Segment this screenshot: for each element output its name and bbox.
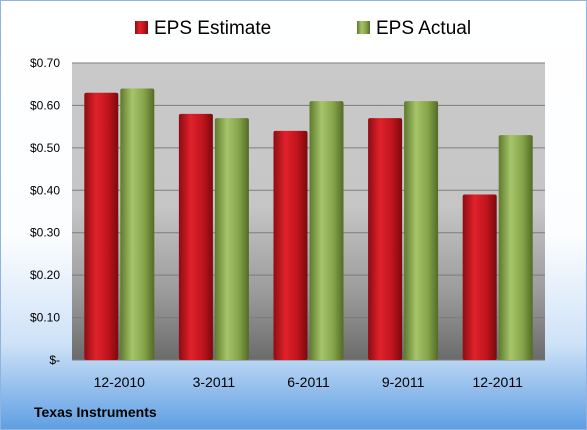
bar-eps-estimate: [178, 113, 213, 361]
y-tick-label: $-: [49, 353, 60, 367]
bar-eps-estimate: [368, 118, 403, 361]
bar-eps-actual: [498, 135, 533, 360]
y-tick-label: $0.50: [30, 141, 60, 155]
bars: [84, 88, 533, 361]
x-axis-ticks: 12-2010 3-2011 6-2011 9-2011 12-2011: [94, 374, 523, 390]
bar-eps-actual: [120, 88, 155, 360]
y-tick-label: $0.30: [30, 226, 60, 240]
y-tick-label: $0.60: [30, 98, 60, 112]
y-tick-label: $0.70: [30, 56, 60, 70]
company-name: Texas Instruments: [34, 404, 157, 420]
x-tick-label: 12-2011: [473, 374, 524, 390]
bar-eps-estimate: [273, 130, 308, 360]
y-tick-label: $0.40: [30, 183, 60, 197]
bar-eps-actual: [404, 101, 439, 360]
legend-label-estimate: EPS Estimate: [154, 18, 271, 39]
bar-eps-estimate: [462, 194, 497, 360]
legend-swatch-estimate: [135, 21, 148, 34]
x-tick-label: 9-2011: [382, 374, 425, 390]
y-tick-label: $0.20: [30, 268, 60, 282]
y-axis-ticks: $- $0.10 $0.20 $0.30 $0.40 $0.50 $0.60 $0.70: [30, 56, 60, 367]
x-tick-label: 3-2011: [193, 374, 236, 390]
legend: EPS Estimate EPS Actual: [135, 18, 471, 39]
bar-eps-actual: [309, 101, 344, 360]
y-tick-label: $0.10: [30, 311, 60, 325]
bar-eps-estimate: [84, 92, 119, 360]
legend-label-actual: EPS Actual: [376, 18, 471, 39]
bar-eps-actual: [214, 118, 249, 361]
x-tick-label: 6-2011: [287, 374, 330, 390]
x-tick-label: 12-2010: [94, 374, 146, 390]
legend-swatch-actual: [357, 21, 370, 34]
